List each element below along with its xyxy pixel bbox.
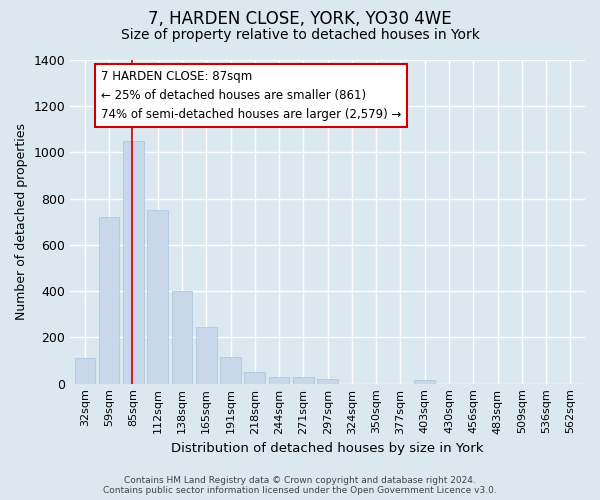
Bar: [196, 327, 217, 384]
Text: Size of property relative to detached houses in York: Size of property relative to detached ho…: [121, 28, 479, 42]
Bar: [244, 372, 265, 384]
Bar: [99, 217, 119, 384]
Bar: [172, 291, 192, 384]
Text: 7 HARDEN CLOSE: 87sqm
← 25% of detached houses are smaller (861)
74% of semi-det: 7 HARDEN CLOSE: 87sqm ← 25% of detached …: [101, 70, 401, 120]
Bar: [317, 379, 338, 384]
Bar: [269, 377, 289, 384]
Bar: [220, 357, 241, 384]
Bar: [415, 380, 435, 384]
Text: Contains HM Land Registry data © Crown copyright and database right 2024.
Contai: Contains HM Land Registry data © Crown c…: [103, 476, 497, 495]
X-axis label: Distribution of detached houses by size in York: Distribution of detached houses by size …: [172, 442, 484, 455]
Y-axis label: Number of detached properties: Number of detached properties: [15, 124, 28, 320]
Bar: [74, 358, 95, 384]
Bar: [293, 376, 314, 384]
Bar: [148, 210, 168, 384]
Bar: [123, 141, 144, 384]
Text: 7, HARDEN CLOSE, YORK, YO30 4WE: 7, HARDEN CLOSE, YORK, YO30 4WE: [148, 10, 452, 28]
